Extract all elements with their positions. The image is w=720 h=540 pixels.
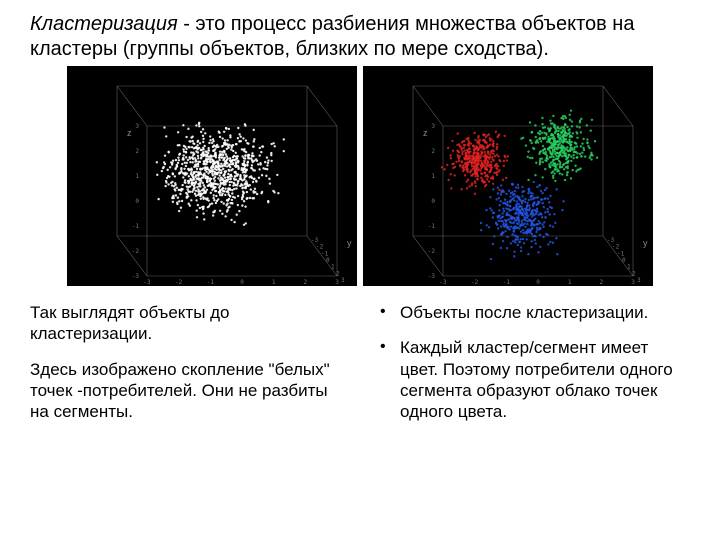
figure-before: -3-2-10123-3-2-10123-3-2-10123xyz bbox=[67, 66, 357, 286]
svg-text:3: 3 bbox=[431, 123, 435, 130]
left-para-2: Здесь изображено скопление "белых" точек… bbox=[30, 359, 346, 423]
svg-text:-3: -3 bbox=[143, 279, 151, 286]
svg-text:3: 3 bbox=[135, 123, 139, 130]
slide-root: Кластеризация - это процесс разбиения мн… bbox=[0, 0, 720, 540]
figure-row: -3-2-10123-3-2-10123-3-2-10123xyz -3-2-1… bbox=[30, 66, 690, 286]
svg-text:-2: -2 bbox=[428, 248, 436, 255]
svg-text:-1: -1 bbox=[132, 223, 140, 230]
svg-text:3: 3 bbox=[341, 277, 345, 284]
scatter-after-svg: -3-2-10123-3-2-10123-3-2-10123xyz bbox=[363, 66, 653, 286]
svg-text:2: 2 bbox=[135, 148, 139, 155]
svg-text:1: 1 bbox=[135, 173, 139, 180]
svg-text:2: 2 bbox=[304, 279, 308, 286]
right-list: Объекты после кластеризации. Каждый клас… bbox=[374, 302, 690, 422]
svg-text:1: 1 bbox=[331, 264, 335, 271]
svg-text:0: 0 bbox=[326, 257, 330, 264]
svg-text:z: z bbox=[423, 128, 428, 138]
svg-text:3: 3 bbox=[631, 279, 635, 286]
svg-text:-3: -3 bbox=[428, 273, 436, 280]
svg-text:2: 2 bbox=[600, 279, 604, 286]
svg-text:-1: -1 bbox=[428, 223, 436, 230]
svg-text:2: 2 bbox=[632, 270, 636, 277]
col-left: Так выглядят объекты до кластеризации. З… bbox=[30, 302, 346, 436]
svg-text:y: y bbox=[347, 238, 352, 248]
svg-text:1: 1 bbox=[431, 173, 435, 180]
svg-text:-1: -1 bbox=[503, 279, 511, 286]
svg-text:-1: -1 bbox=[207, 279, 215, 286]
svg-text:0: 0 bbox=[135, 198, 139, 205]
svg-text:1: 1 bbox=[272, 279, 276, 286]
col-right: Объекты после кластеризации. Каждый клас… bbox=[374, 302, 690, 436]
figure-after: -3-2-10123-3-2-10123-3-2-10123xyz bbox=[363, 66, 653, 286]
svg-text:-2: -2 bbox=[471, 279, 479, 286]
scatter-before-svg: -3-2-10123-3-2-10123-3-2-10123xyz bbox=[67, 66, 357, 286]
svg-text:1: 1 bbox=[568, 279, 572, 286]
text-row: Так выглядят объекты до кластеризации. З… bbox=[30, 302, 690, 436]
left-para-1: Так выглядят объекты до кластеризации. bbox=[30, 302, 346, 345]
slide-heading: Кластеризация - это процесс разбиения мн… bbox=[30, 12, 690, 62]
svg-text:-2: -2 bbox=[132, 248, 140, 255]
right-bullet-1: Объекты после кластеризации. bbox=[400, 302, 690, 323]
svg-text:y: y bbox=[643, 238, 648, 248]
svg-text:-3: -3 bbox=[439, 279, 447, 286]
svg-text:0: 0 bbox=[431, 198, 435, 205]
heading-term: Кластеризация bbox=[30, 13, 178, 35]
svg-text:3: 3 bbox=[335, 279, 339, 286]
svg-text:3: 3 bbox=[637, 277, 641, 284]
svg-text:1: 1 bbox=[627, 264, 631, 271]
svg-text:-3: -3 bbox=[132, 273, 140, 280]
svg-text:-2: -2 bbox=[175, 279, 183, 286]
svg-text:0: 0 bbox=[536, 279, 540, 286]
svg-text:0: 0 bbox=[622, 257, 626, 264]
svg-text:z: z bbox=[127, 128, 132, 138]
svg-text:0: 0 bbox=[240, 279, 244, 286]
svg-text:2: 2 bbox=[336, 270, 340, 277]
svg-text:2: 2 bbox=[431, 148, 435, 155]
right-bullet-2: Каждый кластер/сегмент имеет цвет. Поэто… bbox=[400, 337, 690, 422]
